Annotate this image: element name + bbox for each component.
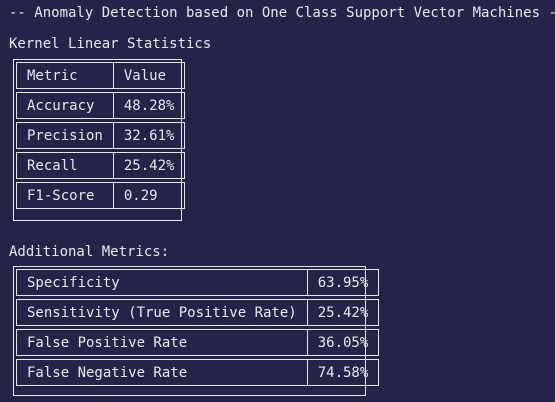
metric-value: 32.61% (112, 122, 186, 149)
table-row: Sensitivity (True Positive Rate) 25.42% (16, 299, 380, 326)
table-row: Precision 32.61% (16, 122, 186, 149)
table-row: Specificity 63.95% (16, 269, 380, 296)
header-cell-value: Value (112, 62, 186, 89)
table-row: F1-Score 0.29 (16, 182, 186, 209)
stats-table: Metric Value Accuracy 48.28% Precision 3… (13, 59, 186, 221)
metric-name: Specificity (16, 269, 307, 296)
table-row: False Negative Rate 74.58% (16, 359, 380, 386)
metric-value: 25.42% (306, 299, 380, 326)
metric-value: 36.05% (306, 329, 380, 356)
metric-name: False Negative Rate (16, 359, 307, 386)
header-cell-metric: Metric (16, 62, 113, 89)
metric-name: F1-Score (16, 182, 113, 209)
table-header-row: Metric Value (16, 62, 186, 89)
metric-value: 25.42% (112, 152, 186, 179)
banner-text: -- Anomaly Detection based on One Class … (9, 5, 555, 21)
metric-value: 63.95% (306, 269, 380, 296)
metric-name: Recall (16, 152, 113, 179)
metric-name: Sensitivity (True Positive Rate) (16, 299, 307, 326)
table-row: Recall 25.42% (16, 152, 186, 179)
table-row: False Positive Rate 36.05% (16, 329, 380, 356)
metric-value: 0.29 (112, 182, 186, 209)
metric-name: Precision (16, 122, 113, 149)
metric-name: False Positive Rate (16, 329, 307, 356)
metric-value: 48.28% (112, 92, 186, 119)
table-row: Accuracy 48.28% (16, 92, 186, 119)
stats-title: Kernel Linear Statistics (9, 36, 212, 52)
metric-name: Accuracy (16, 92, 113, 119)
metric-value: 74.58% (306, 359, 380, 386)
additional-metrics-table: Specificity 63.95% Sensitivity (True Pos… (13, 266, 380, 396)
additional-title: Additional Metrics: (9, 244, 170, 260)
